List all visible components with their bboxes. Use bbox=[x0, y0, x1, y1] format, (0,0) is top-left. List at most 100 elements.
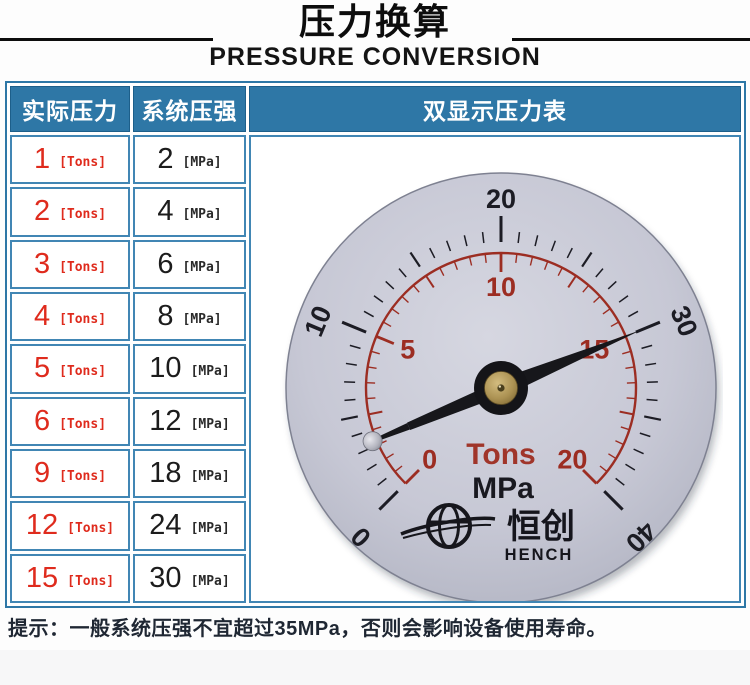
table-row: 9 [Tons] 18 [MPa] bbox=[10, 448, 741, 499]
outer-minor-tick bbox=[429, 247, 436, 259]
outer-minor-tick bbox=[373, 295, 384, 303]
outer-minor-tick bbox=[363, 310, 374, 318]
table-row: 12 [Tons] 24 [MPa] bbox=[10, 501, 741, 551]
outer-minor-tick bbox=[615, 477, 625, 486]
table-row: 4 [Tons] 8 [MPa] bbox=[10, 291, 741, 342]
outer-medium-tick bbox=[340, 415, 359, 421]
mpa-value: 2 bbox=[157, 143, 174, 176]
inner-minor-tick bbox=[468, 256, 473, 266]
outer-minor-tick bbox=[625, 463, 636, 471]
outer-minor-tick bbox=[633, 448, 644, 455]
outer-medium-tick bbox=[643, 415, 662, 421]
tip-text: 提示：一般系统压强不宜超过35MPa，否则会影响设备使用寿命。 bbox=[8, 618, 607, 640]
mpa-unit: [MPa] bbox=[182, 207, 222, 223]
inner-minor-tick bbox=[626, 397, 636, 400]
tons-unit: [Tons] bbox=[67, 521, 115, 537]
inner-scale-label: 0 bbox=[422, 444, 437, 474]
table-row: 2 [Tons] 4 [MPa] bbox=[10, 187, 741, 237]
tons-cell: 5 [Tons] bbox=[10, 344, 130, 394]
mpa-unit: [MPa] bbox=[182, 259, 222, 275]
outer-major-tick bbox=[378, 490, 399, 511]
page-header: 压力换算 PRESSURE CONVERSION bbox=[0, 0, 750, 80]
conversion-table: 实际压力 系统压强 双显示压力表 1 [Tons] 2 [MPa] bbox=[5, 81, 746, 608]
tons-value: 4 bbox=[33, 300, 51, 333]
tons-cell: 15 [Tons] bbox=[10, 553, 130, 603]
mpa-value: 18 bbox=[149, 457, 182, 490]
inner-minor-tick bbox=[370, 350, 380, 355]
pressure-gauge-image: 05101520010203040 Tons MPa 恒创 HENCH bbox=[285, 172, 719, 601]
brand-name-zh: 恒创 bbox=[507, 508, 575, 546]
inner-minor-tick bbox=[543, 261, 549, 271]
inner-minor-tick bbox=[412, 284, 420, 293]
mpa-cell: 8 [MPa] bbox=[133, 291, 246, 342]
mpa-value: 6 bbox=[157, 247, 174, 280]
outer-minor-tick bbox=[358, 448, 369, 455]
outer-minor-tick bbox=[607, 280, 617, 290]
table-row: 5 [Tons] 10 [MPa] bbox=[10, 344, 741, 394]
tons-cell: 3 [Tons] bbox=[10, 239, 130, 289]
outer-minor-tick bbox=[345, 362, 357, 366]
header-dual-display-gauge: 双显示压力表 bbox=[249, 86, 741, 132]
outer-minor-tick bbox=[517, 232, 521, 244]
page-subtitle: PRESSURE CONVERSION bbox=[209, 43, 541, 71]
mpa-cell: 24 [MPa] bbox=[133, 501, 246, 551]
outer-minor-tick bbox=[463, 235, 468, 247]
outer-minor-tick bbox=[398, 268, 407, 278]
mpa-cell: 2 [MPa] bbox=[133, 135, 246, 185]
inner-minor-tick bbox=[620, 426, 630, 431]
table-row: 3 [Tons] 6 [MPa] bbox=[10, 239, 741, 289]
tons-value: 6 bbox=[33, 404, 51, 437]
tons-value: 15 bbox=[25, 561, 59, 594]
tons-value: 1 bbox=[33, 143, 51, 176]
inner-minor-tick bbox=[625, 366, 635, 369]
outer-minor-tick bbox=[445, 240, 452, 252]
outer-medium-tick bbox=[409, 251, 421, 268]
inner-minor-tick bbox=[453, 261, 459, 271]
tons-cell: 12 [Tons] bbox=[10, 501, 130, 551]
mpa-value: 8 bbox=[157, 300, 174, 333]
tons-unit: [Tons] bbox=[67, 573, 115, 589]
tons-cell: 1 [Tons] bbox=[10, 135, 130, 185]
mpa-unit: [MPa] bbox=[190, 416, 230, 432]
tons-value: 12 bbox=[25, 509, 59, 542]
outer-scale-label: 20 bbox=[486, 184, 516, 214]
mpa-unit: [MPa] bbox=[190, 469, 230, 485]
outer-minor-tick bbox=[595, 268, 604, 278]
outer-minor-tick bbox=[639, 432, 651, 438]
mpa-unit: [MPa] bbox=[190, 521, 230, 537]
header-actual-pressure: 实际压力 bbox=[10, 86, 130, 132]
inner-medium-tick bbox=[619, 410, 634, 416]
inner-medium-tick bbox=[425, 275, 435, 288]
inner-major-tick bbox=[404, 469, 420, 485]
inner-minor-tick bbox=[394, 465, 403, 473]
inner-scale-label: 5 bbox=[400, 334, 415, 364]
inner-minor-tick bbox=[622, 350, 632, 355]
outer-minor-tick bbox=[646, 398, 658, 402]
inner-major-tick bbox=[375, 335, 395, 345]
brand-name-en: HENCH bbox=[505, 546, 574, 564]
outer-minor-tick bbox=[351, 432, 363, 438]
outer-minor-tick bbox=[481, 232, 485, 244]
inner-minor-tick bbox=[529, 256, 534, 266]
tons-cell: 4 [Tons] bbox=[10, 291, 130, 342]
inner-minor-tick bbox=[382, 321, 392, 328]
inner-medium-tick bbox=[368, 410, 383, 416]
page-title: 压力换算 bbox=[298, 1, 451, 42]
tons-unit: [Tons] bbox=[59, 469, 107, 485]
mpa-unit: [MPa] bbox=[182, 312, 222, 328]
outer-minor-tick bbox=[344, 398, 356, 402]
outer-minor-tick bbox=[550, 240, 557, 252]
inner-scale-arc bbox=[364, 251, 638, 485]
inner-minor-tick bbox=[484, 253, 487, 263]
table-row: 6 [Tons] 12 [MPa] bbox=[10, 396, 741, 446]
tons-cell: 9 [Tons] bbox=[10, 448, 130, 499]
inner-minor-tick bbox=[608, 453, 617, 460]
gauge-unit-tons: Tons bbox=[466, 438, 535, 471]
tons-unit: [Tons] bbox=[59, 259, 107, 275]
mpa-value: 30 bbox=[149, 561, 182, 594]
inner-minor-tick bbox=[515, 253, 518, 263]
outer-minor-tick bbox=[377, 477, 387, 486]
inner-minor-tick bbox=[366, 397, 376, 400]
title-rule-left bbox=[0, 38, 213, 41]
